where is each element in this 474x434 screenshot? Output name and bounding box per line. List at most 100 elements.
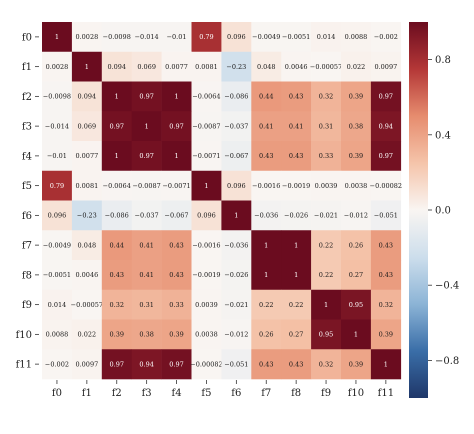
heatmap-cell-f8-f4: [161, 260, 192, 291]
cell-value-label: 0.32: [319, 93, 333, 101]
heatmap-cell-f4-f11: [370, 141, 402, 172]
heatmap-cell-f3-f0: [42, 111, 73, 142]
heatmap-cell-f2-f2: [101, 81, 132, 112]
heatmap-cell-f10-f1: [71, 319, 103, 350]
cell-value-label: 0.32: [319, 360, 333, 368]
heatmap-cell-f11-f3: [131, 349, 162, 380]
colorbar-gradient: [409, 22, 428, 398]
cell-value-label: 0.41: [139, 271, 153, 279]
y-tick-label: f11: [16, 360, 32, 371]
cell-value-label: −0.051: [224, 360, 248, 368]
heatmap-cell-f10-f8: [281, 319, 312, 350]
cell-value-label: 0.0039: [195, 301, 218, 309]
heatmap-cell-f9-f8: [281, 289, 312, 320]
heatmap-cell-f9-f1: [71, 289, 103, 320]
heatmap-cell-f6-f4: [161, 200, 192, 231]
heatmap-cell-f1-f6: [221, 51, 252, 82]
y-axis-tick-labels: f0 f1 f2 f3 f4 f5 f6 f7 f8 f9 f10 f11: [16, 32, 39, 371]
cell-value-label: 1: [264, 271, 268, 279]
heatmap-cell-f10-f0: [42, 319, 73, 350]
heatmap-cell-f10-f11: [370, 319, 402, 350]
heatmap-cell-f1-f4: [161, 51, 192, 82]
cell-value-label: 1: [55, 33, 59, 41]
heatmap-cell-f5-f5: [191, 170, 222, 201]
cell-value-label: 0.43: [289, 93, 303, 101]
heatmap-cell-f4-f8: [281, 141, 312, 172]
cell-value-label: 1: [85, 63, 89, 71]
heatmap-cell-f9-f7: [251, 289, 282, 320]
cell-value-label: −0.036: [254, 212, 278, 220]
cell-value-label: −0.01: [47, 152, 67, 160]
heatmap-cell-f10-f7: [251, 319, 282, 350]
heatmap-cell-f9-f0: [42, 289, 73, 320]
heatmap-cell-f0-f4: [161, 22, 192, 53]
cell-value-label: 0.41: [139, 241, 153, 249]
heatmap-cell-f3-f6: [221, 111, 252, 142]
cell-value-label: −0.037: [224, 122, 248, 130]
colorbar-tick-label: 0.8: [435, 55, 451, 66]
heatmap-cell-f0-f3: [131, 22, 162, 53]
cell-value-label: −0.0064: [103, 182, 131, 190]
heatmap-cell-f2-f1: [71, 81, 103, 112]
y-tick-label: f9: [22, 300, 32, 311]
heatmap-cell-f0-f0: [42, 22, 73, 53]
heatmap-cell-f6-f1: [71, 200, 103, 231]
heatmap-cell-f6-f9: [311, 200, 342, 231]
heatmap-cell-f7-f10: [341, 230, 372, 261]
heatmap-cell-f8-f9: [311, 260, 342, 291]
cell-value-label: 0.97: [379, 152, 393, 160]
heatmap-cell-f4-f5: [191, 141, 222, 172]
heatmap-cell-f11-f0: [42, 349, 73, 380]
heatmap-cell-f7-f0: [42, 230, 73, 261]
heatmap-cell-f6-f3: [131, 200, 162, 231]
y-tick-label: f0: [22, 32, 32, 43]
heatmap-cell-f4-f7: [251, 141, 282, 172]
cell-value-label: 0.069: [137, 63, 156, 71]
heatmap-cell-f8-f5: [191, 260, 222, 291]
cell-value-label: 0.97: [110, 360, 124, 368]
cell-value-label: −0.00057: [71, 301, 103, 309]
cell-value-label: 0.22: [259, 301, 273, 309]
heatmap-cell-f7-f6: [221, 230, 252, 261]
heatmap-cell-f1-f1: [71, 51, 103, 82]
cell-value-label: 0.0097: [374, 63, 397, 71]
cell-value-label: 0.97: [379, 93, 393, 101]
heatmap-cell-f9-f9: [311, 289, 342, 320]
cell-value-label: −0.0051: [282, 33, 310, 41]
heatmap-cells: 1 0.0028 −0.0098 −0.014 −0.01 0.79 0.096 −0.004…: [42, 22, 402, 380]
cell-value-label: −0.012: [344, 212, 368, 220]
cell-value-label: 0.26: [349, 241, 363, 249]
cell-value-label: 0.069: [78, 122, 97, 130]
cell-value-label: 0.048: [257, 63, 276, 71]
heatmap-cell-f5-f1: [71, 170, 103, 201]
heatmap-cell-f11-f9: [311, 349, 342, 380]
heatmap-cell-f4-f0: [42, 141, 73, 172]
cell-value-label: 1: [264, 241, 268, 249]
heatmap-cell-f11-f11: [370, 349, 402, 380]
heatmap-cell-f8-f8: [281, 260, 312, 291]
heatmap-cell-f6-f0: [42, 200, 73, 231]
cell-value-label: 0.0028: [46, 63, 69, 71]
heatmap-cell-f4-f9: [311, 141, 342, 172]
heatmap-cell-f5-f0: [42, 170, 73, 201]
cell-value-label: 0.94: [379, 122, 393, 130]
heatmap-cell-f8-f11: [370, 260, 402, 291]
cell-value-label: 0.0046: [75, 271, 98, 279]
heatmap-cell-f7-f2: [101, 230, 132, 261]
colorbar-tick-label: 0.0: [435, 206, 451, 217]
cell-value-label: 1: [204, 182, 208, 190]
x-tick-label: f1: [82, 388, 92, 399]
heatmap-cell-f3-f1: [71, 111, 103, 142]
cell-value-label: 0.094: [107, 63, 126, 71]
cell-value-label: −0.00057: [310, 63, 342, 71]
cell-value-label: 1: [324, 301, 328, 309]
heatmap-cell-f1-f3: [131, 51, 162, 82]
cell-value-label: 0.022: [78, 331, 97, 339]
heatmap-cell-f10-f4: [161, 319, 192, 350]
y-tick-label: f2: [22, 92, 32, 103]
heatmap-cell-f1-f9: [311, 51, 342, 82]
heatmap-cell-f9-f6: [221, 289, 252, 320]
cell-value-label: 1: [294, 241, 298, 249]
cell-value-label: 0.39: [379, 331, 393, 339]
cell-value-label: 0.44: [259, 93, 273, 101]
